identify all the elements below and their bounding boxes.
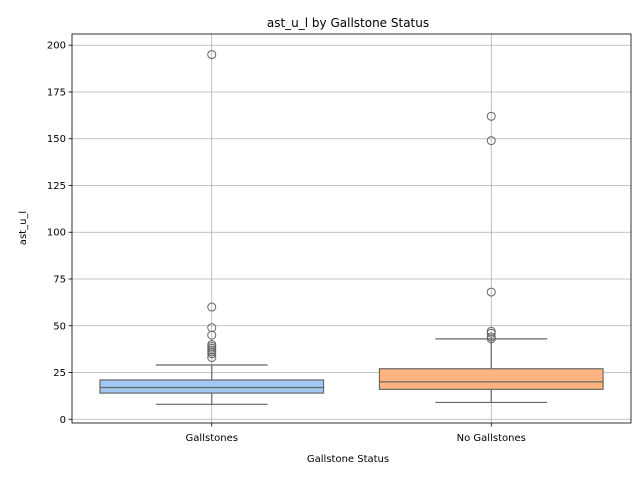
box-gallstones xyxy=(99,50,325,405)
boxes xyxy=(99,50,604,405)
outlier-point xyxy=(486,136,496,146)
y-tick-label: 175 xyxy=(47,87,66,98)
outlier-point xyxy=(207,339,217,349)
y-tick-label: 150 xyxy=(47,134,66,145)
outlier-point xyxy=(207,50,217,60)
outlier-point xyxy=(486,326,496,336)
outlier-point xyxy=(207,302,217,312)
plot-frame xyxy=(71,33,632,424)
y-tick-label: 200 xyxy=(47,41,66,52)
outlier-point xyxy=(486,287,496,297)
x-tick-label: Gallstones xyxy=(186,433,238,444)
outlier-point xyxy=(486,332,496,342)
y-tick-label: 100 xyxy=(47,228,66,239)
y-tick-label: 50 xyxy=(53,321,66,332)
outlier-point xyxy=(207,353,217,363)
outlier-point xyxy=(207,323,217,333)
y-tick-label: 125 xyxy=(47,181,66,192)
chart-title: ast_u_l by Gallstone Status xyxy=(267,16,429,30)
outlier-point xyxy=(486,111,496,121)
y-tick-label: 25 xyxy=(53,368,66,379)
y-axis-label: ast_u_l xyxy=(18,211,29,245)
x-tick-label: No Gallstones xyxy=(457,433,526,444)
outlier-point xyxy=(207,330,217,340)
y-tick-label: 75 xyxy=(53,274,66,285)
box-body xyxy=(378,368,604,390)
y-tick-label: 0 xyxy=(60,415,66,426)
x-axis-label: Gallstone Status xyxy=(307,454,389,465)
x-ticks: Gallstones No Gallstones xyxy=(186,423,526,444)
y-ticks: 0 25 50 75 100 125 150 175 200 xyxy=(47,41,72,426)
box-no-gallstones xyxy=(378,111,604,404)
box-body xyxy=(99,379,325,394)
